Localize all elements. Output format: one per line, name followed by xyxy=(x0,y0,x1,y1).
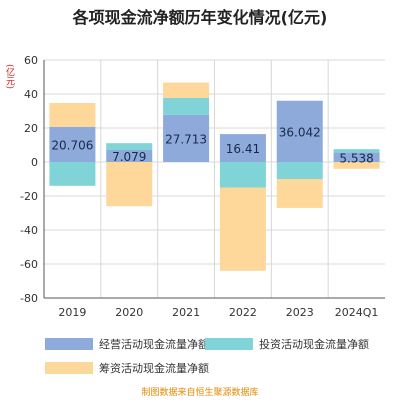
bar-operating-2021 xyxy=(163,114,210,162)
bar-investing-2024Q1 xyxy=(333,149,380,153)
x-tick-label: 2022 xyxy=(229,306,257,319)
data-label: 7.079 xyxy=(112,150,146,164)
bar-operating-2020 xyxy=(106,149,153,162)
bar-financing-2022 xyxy=(219,187,266,271)
bar-investing-2020 xyxy=(106,143,153,150)
legend-swatch-financing xyxy=(45,362,93,374)
source-note: 制图数据来自恒生聚源数据库 xyxy=(141,388,259,398)
x-tick-label: 2024Q1 xyxy=(335,306,379,319)
data-label: 36.042 xyxy=(279,125,321,139)
x-tick-label: 2020 xyxy=(115,306,143,319)
chart-title: 各项现金流净额历年变化情况(亿元) xyxy=(72,8,328,27)
y-axis-unit-label: (亿元) xyxy=(4,64,14,90)
bar-financing-2023 xyxy=(276,179,323,208)
x-tick-label: 2021 xyxy=(172,306,200,319)
bar-operating-2019 xyxy=(49,126,96,162)
data-label: 16.41 xyxy=(226,142,260,156)
data-label: 20.706 xyxy=(51,138,93,152)
y-tick-label: -40 xyxy=(20,224,38,237)
bar-financing-2021 xyxy=(163,82,210,98)
cash-flow-chart: 60 40 20 0 -20 -40 -60 -80 2019 20.706 2020 7.079 20… xyxy=(20,54,385,319)
bar-investing-2023 xyxy=(276,162,323,179)
legend-label-operating: 经营活动现金流量净额 xyxy=(99,338,209,351)
y-tick-label: -80 xyxy=(20,292,38,305)
y-tick-label: 60 xyxy=(24,54,38,67)
bar-operating-2024Q1 xyxy=(333,152,380,162)
bar-financing-2019 xyxy=(49,102,96,127)
bar-investing-2021 xyxy=(163,97,210,115)
y-tick-label: 40 xyxy=(24,88,38,101)
y-tick-label: -60 xyxy=(20,258,38,271)
legend-swatch-operating xyxy=(45,338,93,350)
y-tick-label: 0 xyxy=(31,156,38,169)
legend-item-operating: 经营活动现金流量净额 xyxy=(45,336,209,352)
data-label: 27.713 xyxy=(165,132,207,146)
legend-swatch-investing xyxy=(205,338,253,350)
bar-financing-2020 xyxy=(106,162,153,207)
x-tick-label: 2019 xyxy=(58,306,86,319)
bar-financing-2024Q1 xyxy=(333,162,380,169)
legend-label-financing: 筹资活动现金流量净额 xyxy=(99,362,209,375)
bar-operating-2022 xyxy=(219,134,266,162)
legend-item-financing: 筹资活动现金流量净额 xyxy=(45,360,209,376)
bar-investing-2022 xyxy=(219,162,266,188)
legend-item-investing: 投资活动现金流量净额 xyxy=(205,336,369,352)
bar-operating-2023 xyxy=(276,100,323,162)
y-tick-label: 20 xyxy=(24,122,38,135)
y-tick-label: -20 xyxy=(20,190,38,203)
legend-label-investing: 投资活动现金流量净额 xyxy=(259,338,369,351)
bar-investing-2019 xyxy=(49,162,96,186)
x-tick-label: 2023 xyxy=(286,306,314,319)
data-label: 5.538 xyxy=(339,151,373,165)
